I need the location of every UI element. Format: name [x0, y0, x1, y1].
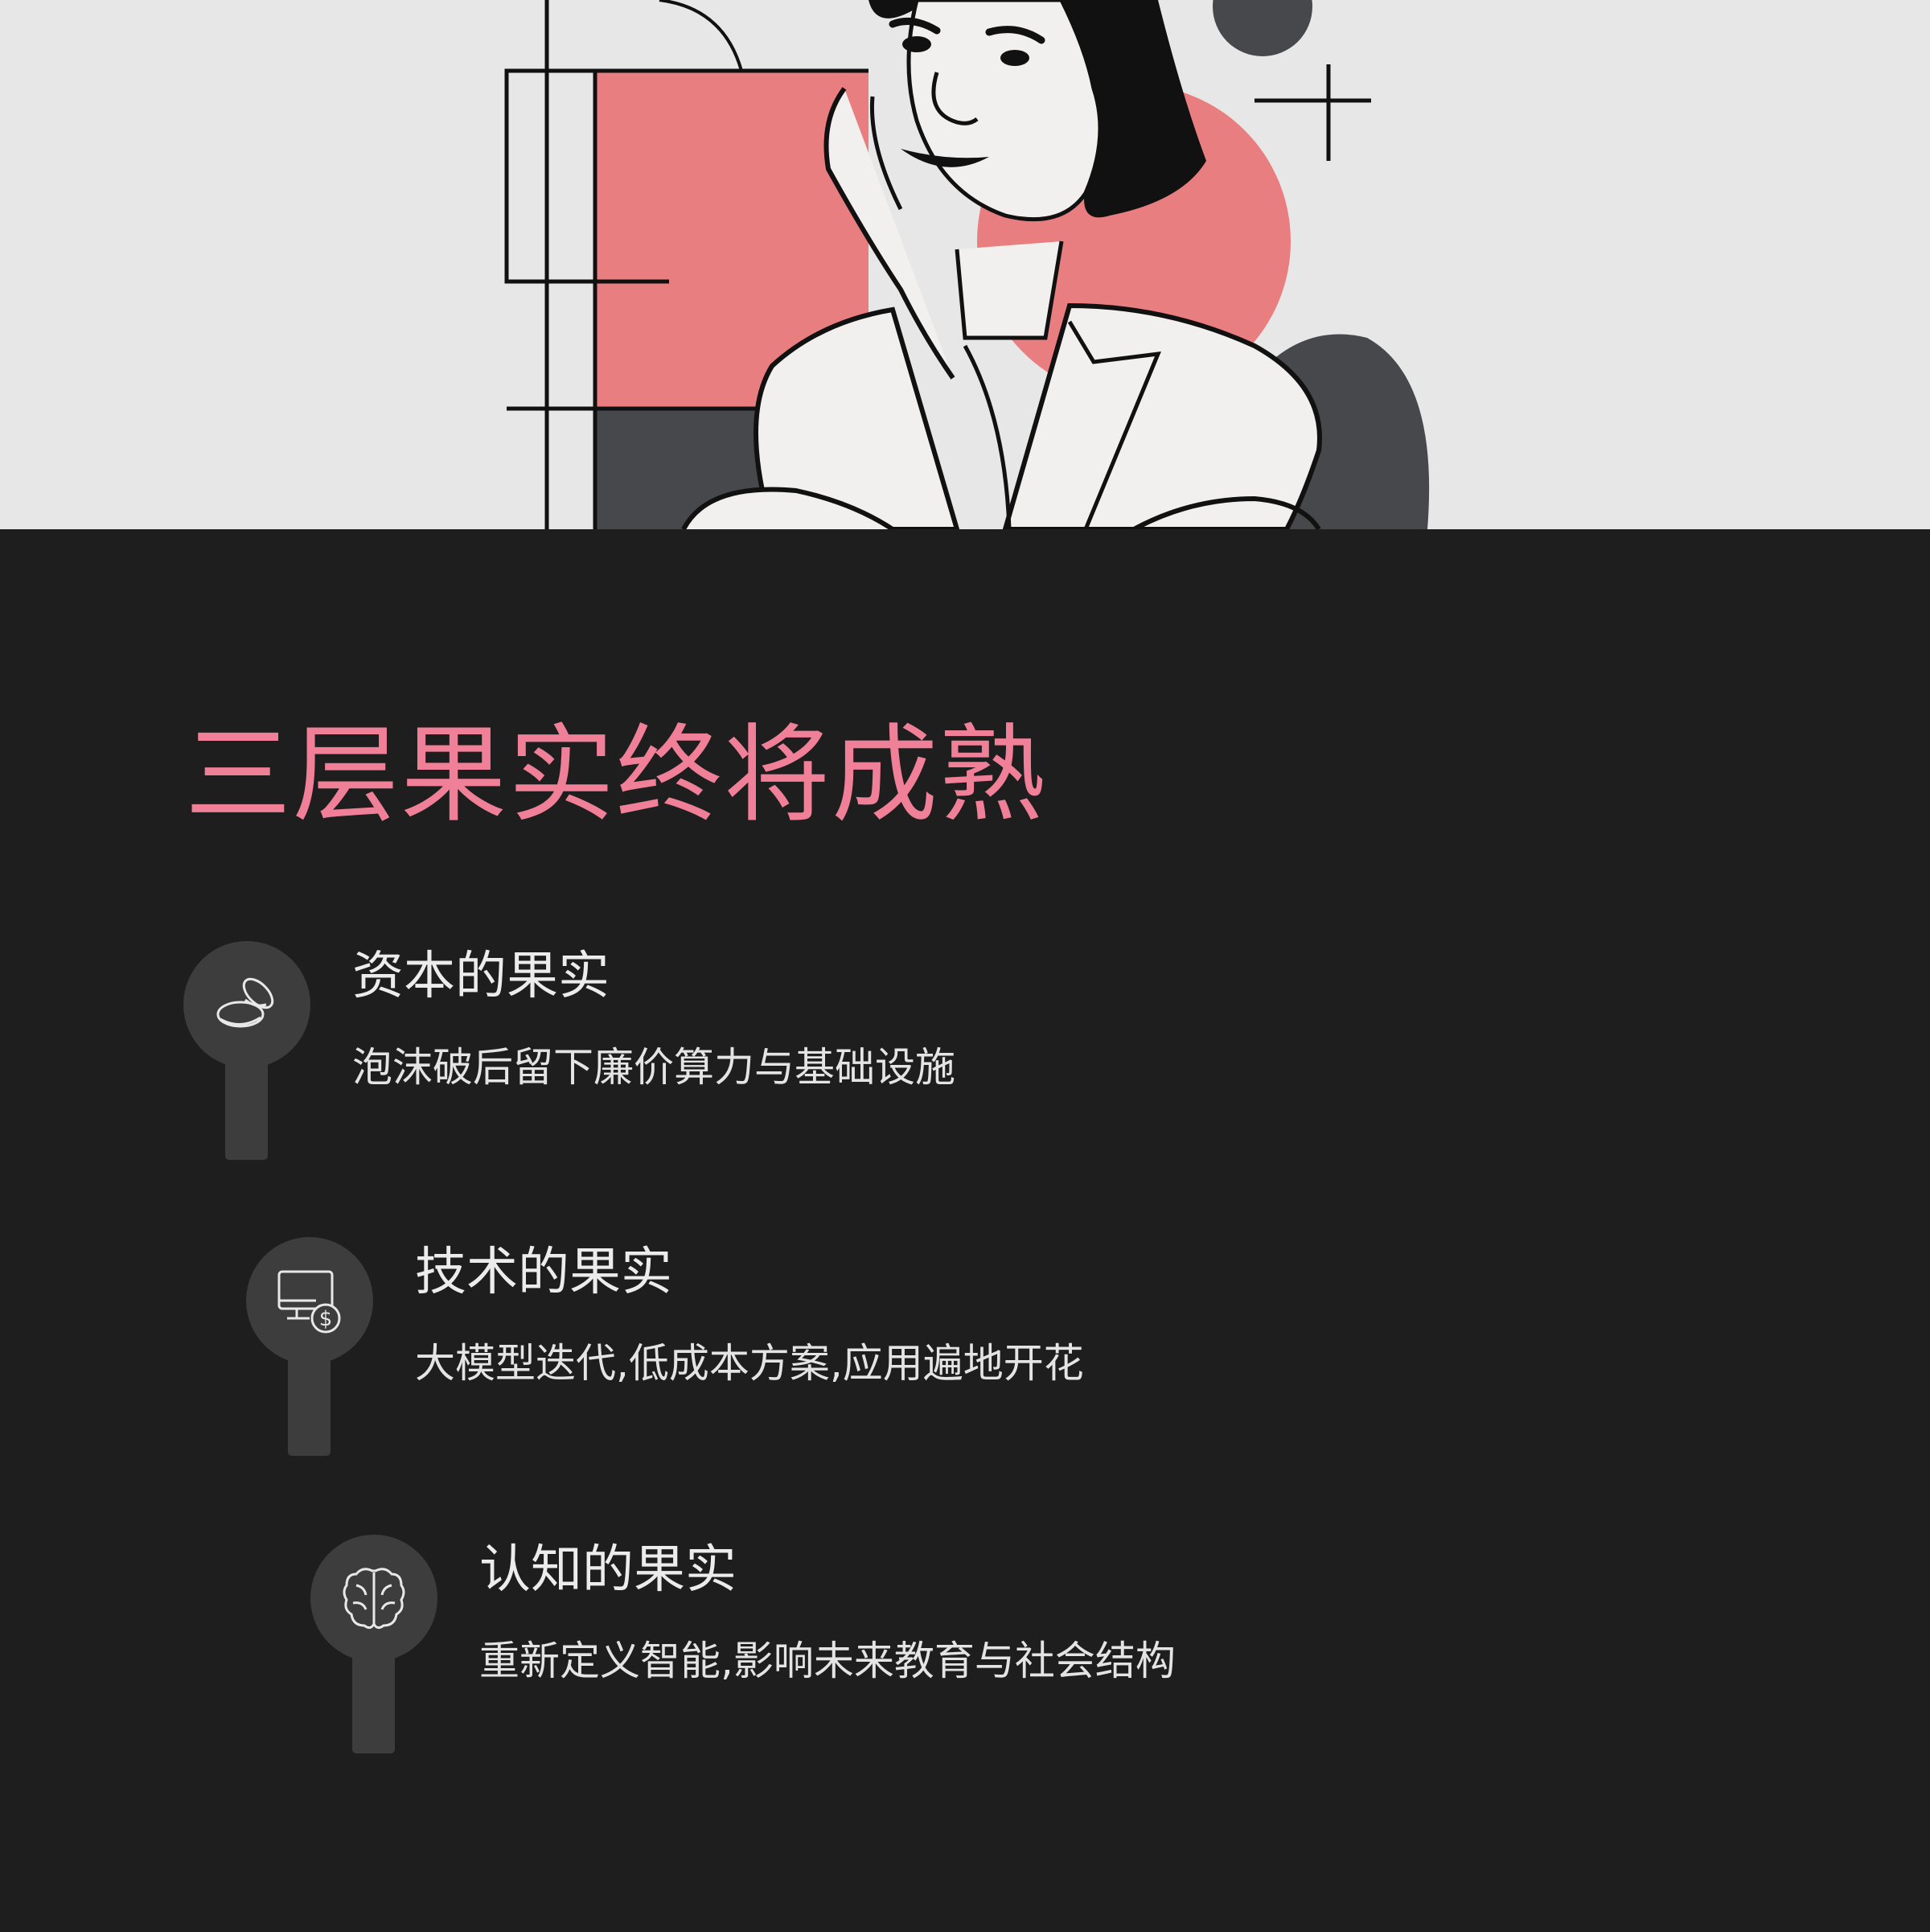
coins-icon	[216, 977, 274, 1028]
fruit-item-technology: $ 技术的果实 大模型迭代,低成本方案,应用遍地开花	[246, 1237, 1372, 1462]
fruit-item-capital: 资本的果实 泡沫破后留下廉价算力与基础设施	[183, 941, 1309, 1166]
item-title: 技术的果实	[415, 1243, 672, 1302]
monitor-dollar-icon: $	[277, 1270, 341, 1334]
item-title: 资本的果实	[352, 947, 610, 1006]
content-panel: 三层果实终将成熟 资本的果实 泡沫破后留下廉价算力与基础设施	[0, 529, 1930, 1932]
item-title: 认知的果实	[479, 1540, 737, 1600]
pin-head: $	[246, 1237, 373, 1364]
page-title: 三层果实终将成熟	[185, 713, 1047, 837]
brain-icon	[343, 1568, 405, 1630]
fruit-item-cognition: 认知的果实 重新定义智能,影响未来教育与社会结构	[310, 1535, 1436, 1760]
item-description: 大模型迭代,低成本方案,应用遍地开花	[415, 1340, 1084, 1387]
hero-illustration	[0, 0, 1930, 529]
woman-illustration	[504, 0, 1430, 529]
pin-marker: $	[246, 1237, 375, 1462]
pin-head	[183, 941, 310, 1068]
item-description: 重新定义智能,影响未来教育与社会结构	[479, 1638, 1176, 1684]
pin-marker	[183, 941, 312, 1166]
item-description: 泡沫破后留下廉价算力与基础设施	[352, 1044, 955, 1091]
pin-head	[310, 1535, 437, 1662]
pin-marker	[310, 1535, 439, 1760]
svg-text:$: $	[319, 1307, 333, 1331]
